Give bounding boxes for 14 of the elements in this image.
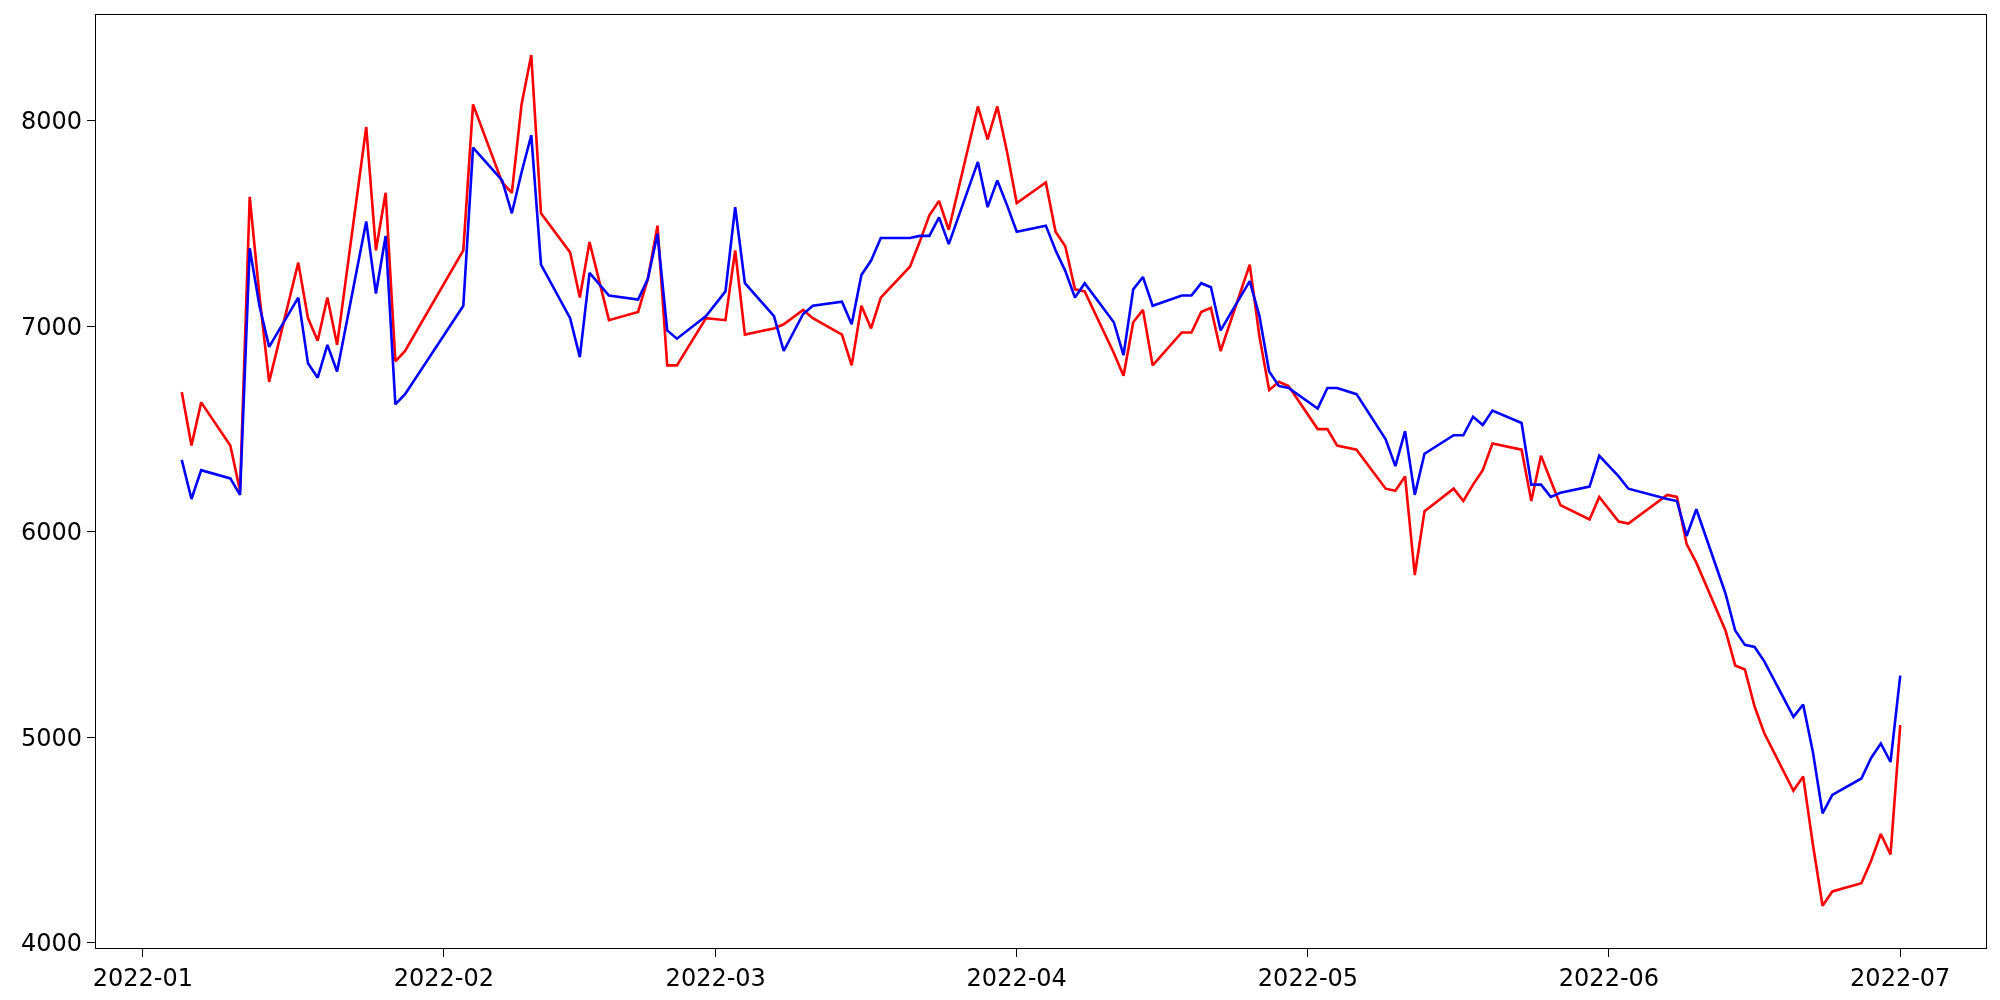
y-tick-label: 7000 — [20, 312, 83, 341]
x-tick-label: 2022-04 — [966, 963, 1067, 992]
y-tick-label: 6000 — [20, 518, 83, 547]
x-tick-label: 2022-02 — [393, 963, 495, 992]
x-tick-label: 2022-05 — [1257, 963, 1359, 992]
line-series — [180, 133, 1902, 815]
x-tick-label: 2022-01 — [92, 963, 194, 992]
y-tick-label: 5000 — [20, 723, 83, 752]
x-tick-label: 2022-03 — [665, 963, 766, 992]
line-series — [180, 53, 1902, 908]
y-tick-label: 4000 — [20, 929, 83, 958]
y-tick-label: 8000 — [20, 107, 83, 136]
x-tick-label: 2022-07 — [1850, 963, 1951, 992]
x-tick-label: 2022-06 — [1558, 963, 1660, 992]
